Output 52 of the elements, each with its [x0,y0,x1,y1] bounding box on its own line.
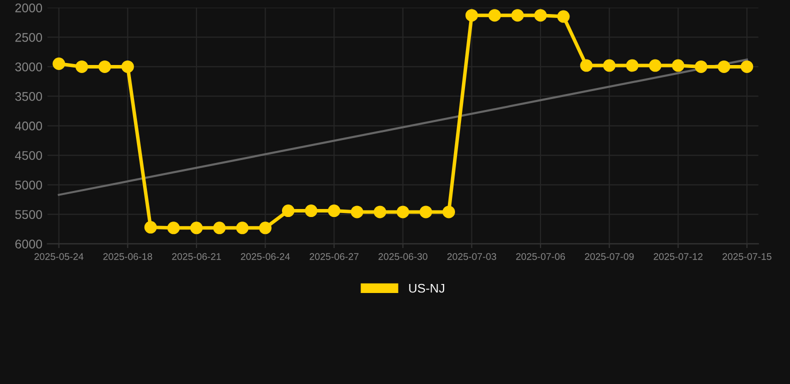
point [98,60,111,73]
point [167,222,180,234]
point [190,222,203,234]
point [740,60,754,73]
point [350,206,364,218]
point [144,221,157,234]
x-tick-label: 2025-06-18 [103,253,152,260]
point [304,204,318,218]
point [328,204,340,218]
point [672,59,684,72]
point [259,222,272,234]
point [213,222,226,234]
y-tick-label: 5500 [15,210,42,219]
point [442,206,456,218]
x-tick-label: 2025-07-12 [654,253,703,260]
point [718,60,730,73]
point [76,60,88,73]
x-tick-label: 2025-07-15 [722,253,772,260]
x-tick-label: 2025-07-06 [516,253,565,260]
point [236,222,249,234]
point [488,9,501,22]
point [420,206,432,218]
point [580,59,593,72]
legend-label: US-NJ [409,284,444,293]
point [374,206,386,218]
y-tick-label: 5000 [15,180,42,190]
point [648,59,662,72]
point [282,204,294,218]
point [121,60,134,73]
point [603,59,616,72]
y-tick-label: 4000 [15,122,42,130]
x-tick-label: 2025-06-21 [172,253,221,260]
y-tick-label: 2000 [15,3,42,12]
y-tick-label: 3000 [15,62,42,72]
y-tick-label: 4500 [15,151,42,160]
point [52,58,66,70]
y-tick-label: 6000 [15,240,42,248]
x-tick-label: 2025-06-24 [240,253,290,260]
point [694,60,708,73]
point [557,10,570,23]
point [396,206,410,218]
x-tick-label: 2025-05-24 [34,253,84,260]
point [534,9,547,22]
x-tick-label: 2025-06-27 [310,253,358,260]
point [511,9,524,22]
x-tick-label: 2025-07-09 [584,253,634,260]
y-tick-label: 2500 [15,33,42,42]
x-tick-label: 2025-06-30 [378,253,428,260]
point [626,59,639,72]
x-tick-label: 2025-07-03 [447,253,496,260]
point [465,9,478,22]
y-tick-label: 3500 [15,92,42,101]
